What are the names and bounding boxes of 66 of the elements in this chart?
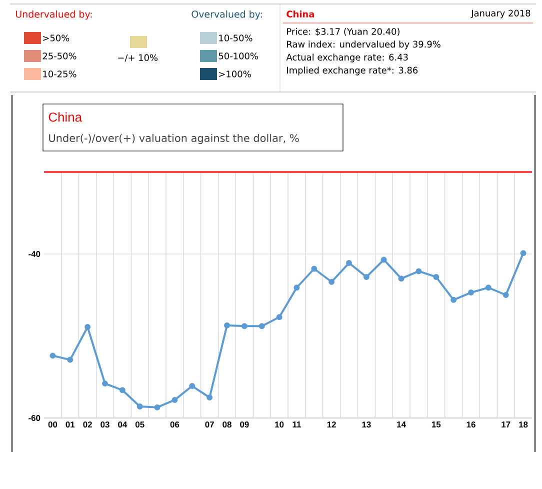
text: 50-100% <box>218 52 258 60</box>
point <box>102 380 108 387</box>
text: 10-50% <box>219 34 252 42</box>
text: Actual exchange rate: 6.43 <box>286 54 408 62</box>
text: Raw index: undervalued by 39.9% <box>287 40 440 50</box>
point <box>502 292 509 298</box>
x-tick-label: 08 <box>222 422 232 428</box>
x-tick-label: 13 <box>362 422 371 428</box>
text: China <box>286 10 314 18</box>
x-tick-label: 03 <box>100 422 110 428</box>
point <box>50 352 56 359</box>
point <box>241 323 248 330</box>
x-tick-label: 10 <box>275 422 284 428</box>
point <box>433 274 440 280</box>
point <box>416 268 422 274</box>
x-tick-label: 12 <box>327 422 336 428</box>
point <box>258 323 265 330</box>
point <box>468 290 474 296</box>
x-tick-label: 09 <box>240 422 249 428</box>
point <box>450 296 457 303</box>
point <box>154 404 160 410</box>
x-tick-label: 07 <box>205 422 214 428</box>
x-tick-label: 00 <box>48 422 58 428</box>
point <box>520 250 526 256</box>
point <box>398 276 404 282</box>
point <box>328 278 335 285</box>
x-tick-label: 05 <box>135 422 144 428</box>
text: Price: $3.17 (Yuan 20.40) <box>287 28 400 36</box>
x-tick-label: 17 <box>502 422 510 428</box>
chart-title: China <box>48 112 82 122</box>
point <box>189 383 196 390</box>
x-tick-label: 02 <box>83 422 92 428</box>
y-tick-label: -40 <box>28 251 40 257</box>
point <box>363 274 370 280</box>
x-tick-label: 16 <box>466 422 476 428</box>
y-tick-label: -60 <box>28 415 40 421</box>
point <box>276 314 282 320</box>
chart-subtitle: Under(-)/over(+) valuation against the dollar, % <box>49 134 299 144</box>
point <box>224 322 230 328</box>
text: 10-25% <box>43 70 76 78</box>
point <box>67 356 74 363</box>
text: >50% <box>43 34 70 42</box>
text: 25-50% <box>42 52 76 60</box>
point <box>380 256 387 263</box>
text: January 2018 <box>470 10 530 18</box>
point <box>206 394 213 400</box>
point <box>346 260 352 266</box>
x-tick-label: 06 <box>170 422 180 428</box>
point <box>294 284 300 291</box>
text: Undervalued by: <box>16 10 92 20</box>
point <box>84 324 91 330</box>
point <box>136 404 143 410</box>
x-tick-label: 18 <box>519 422 528 428</box>
text: Overvalued by: <box>192 10 262 20</box>
x-tick-label: 11 <box>292 422 301 428</box>
x-tick-label: 04 <box>118 422 128 428</box>
text: −/+ 10% <box>118 54 158 62</box>
x-tick-label: 01 <box>66 422 75 428</box>
point <box>311 266 318 272</box>
point <box>172 396 178 403</box>
x-tick-label: 15 <box>432 422 441 428</box>
text: Implied exchange rate*: 3.86 <box>287 66 418 76</box>
point <box>485 284 492 291</box>
text: >100% <box>219 70 251 78</box>
point <box>119 387 126 394</box>
x-tick-label: 14 <box>397 422 406 428</box>
